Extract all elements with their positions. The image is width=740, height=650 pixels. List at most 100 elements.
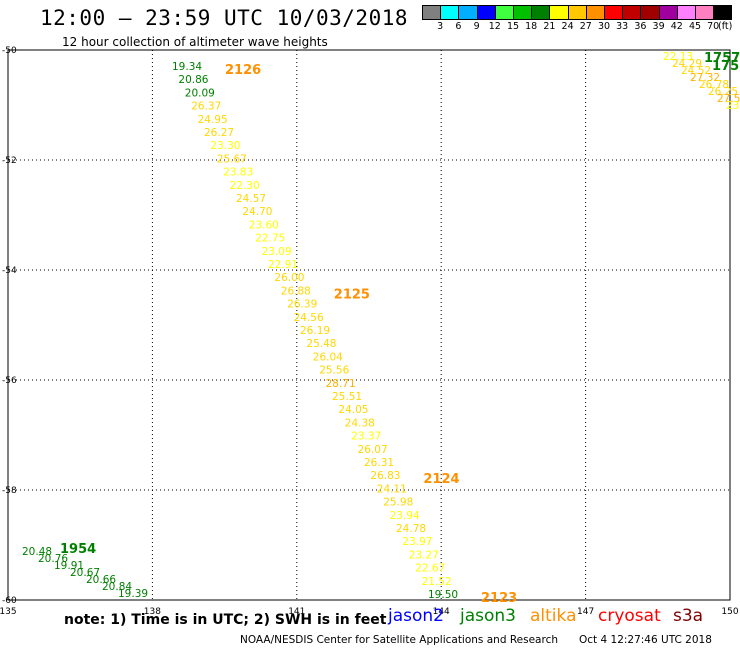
wave-height-value: 26.07: [358, 444, 388, 456]
wave-height-value: 23.60: [249, 219, 279, 231]
wave-height-value: 24.52: [681, 65, 711, 77]
color-scale-label: 27: [579, 21, 592, 32]
color-scale-label: 36: [634, 21, 647, 32]
color-scale-label: 33: [616, 21, 629, 32]
wave-height-value: 24.05: [338, 404, 368, 416]
wave-height-value: 26.00: [274, 272, 304, 284]
color-scale-label: 15: [506, 21, 520, 32]
wave-height-value: 26.88: [281, 285, 311, 297]
latitude-tick-label: -52: [2, 156, 17, 166]
wave-height-value: 23.09: [262, 246, 292, 258]
latitude-tick-label: -58: [2, 486, 17, 496]
wave-height-value: 26.25: [708, 86, 738, 98]
color-scale-label: 6: [455, 21, 462, 32]
wave-height-value: 26.39: [287, 299, 317, 311]
wave-height-value: 25.51: [332, 391, 362, 403]
wave-height-value: 26.31: [364, 457, 394, 469]
footer-note: note: 1) Time is in UTC; 2) SWH is in fe…: [64, 612, 387, 628]
wave-height-value: 20.86: [178, 74, 208, 86]
wave-height-value: 22.91: [268, 259, 298, 271]
pass-number-label: 1757: [712, 59, 740, 74]
latitude-tick-label: -60: [2, 596, 17, 606]
wave-height-value: 27.55: [717, 93, 740, 105]
wave-height-value: 26.83: [370, 470, 400, 482]
wave-height-value: 26.37: [191, 101, 221, 113]
color-scale-label: 12: [488, 21, 501, 32]
wave-height-value: 20.09: [185, 87, 215, 99]
wave-height-value: 19.91: [54, 560, 84, 572]
wave-height-value: 20.76: [38, 553, 68, 565]
color-scale-label: 70: [707, 21, 720, 32]
wave-height-value: 24.56: [294, 312, 324, 324]
satellite-label-jason2: jason2: [388, 606, 444, 626]
wave-height-value: 20.48: [22, 546, 52, 558]
pass-number-label: 1954: [60, 542, 96, 557]
pass-number-label: 2123: [481, 591, 517, 606]
wave-height-value: 25.67: [217, 153, 247, 165]
longitude-tick-label: 141: [288, 607, 305, 617]
wave-height-value: 26.78: [699, 79, 729, 91]
color-scale-swatch: [713, 5, 733, 20]
wave-height-value: 23.94: [390, 510, 420, 522]
page-title: 12:00 — 23:59 UTC 10/03/2018: [40, 6, 409, 30]
satellite-label-altika: altika: [530, 606, 577, 626]
color-scale-label: 9: [473, 21, 480, 32]
longitude-tick-label: 147: [577, 607, 594, 617]
wave-height-value: 23.30: [210, 140, 240, 152]
wave-height-value: 24.29: [672, 58, 702, 70]
wave-height-value: 24.78: [396, 523, 426, 535]
wave-height-value: 22.67: [415, 563, 445, 575]
wave-height-value: 22.13: [663, 51, 693, 63]
color-scale-label: 39: [652, 21, 665, 32]
generated-timestamp: Oct 4 12:27:46 UTC 2018: [579, 634, 712, 646]
color-scale-label: 21: [543, 21, 556, 32]
latitude-tick-label: -54: [2, 266, 17, 276]
longitude-tick-label: 144: [433, 607, 450, 617]
wave-height-value: 25.98: [383, 497, 413, 509]
wave-height-value: 23.20: [726, 100, 740, 112]
wave-height-value: 20.84: [102, 581, 132, 593]
page-subtitle: 12 hour collection of altimeter wave hei…: [62, 35, 328, 49]
wave-height-value: 22.30: [230, 180, 260, 192]
wave-height-value: 23.37: [351, 431, 381, 443]
wave-height-value: 24.11: [377, 483, 407, 495]
pass-number-label: 2124: [423, 472, 459, 487]
wave-height-value: 19.34: [172, 61, 202, 73]
longitude-tick-label: 138: [144, 607, 161, 617]
wave-height-value: 26.04: [313, 351, 343, 363]
latitude-tick-label: -56: [2, 376, 17, 386]
credit-text: NOAA/NESDIS Center for Satellite Applica…: [240, 634, 558, 646]
wave-height-value: 23.27: [409, 549, 439, 561]
color-scale-label: 45: [688, 21, 702, 32]
wave-height-value: 20.67: [70, 567, 100, 579]
wave-height-value: 28.71: [326, 378, 356, 390]
longitude-tick-label: 135: [0, 607, 17, 617]
wave-height-value: 23.83: [223, 167, 253, 179]
wave-height-value: 20.66: [86, 574, 116, 586]
wave-height-value: 23.97: [402, 536, 432, 548]
wave-height-value: 26.19: [300, 325, 330, 337]
wave-height-value: 27.32: [690, 72, 720, 84]
satellite-label-s3a: s3a: [673, 606, 704, 626]
color-scale-label: 24: [561, 21, 574, 32]
wave-height-value: 19.39: [118, 588, 148, 600]
wave-height-value: 26.27: [204, 127, 234, 139]
wave-height-value: 25.48: [306, 338, 336, 350]
longitude-tick-label: 150: [721, 607, 738, 617]
color-scale-label: 30: [597, 21, 611, 32]
wave-height-value: 22.75: [255, 233, 285, 245]
wave-height-value: 24.57: [236, 193, 266, 205]
color-scale-label: 3: [437, 21, 444, 32]
satellite-label-jason3: jason3: [460, 606, 516, 626]
wave-height-value: 25.56: [319, 365, 349, 377]
wave-height-value: 19.50: [428, 589, 458, 601]
latitude-tick-label: -50: [2, 46, 17, 56]
map-frame: [7, 49, 731, 601]
color-scale-label: 42: [670, 21, 683, 32]
color-scale-unit: (ft): [718, 21, 733, 32]
pass-number-label: 2126: [225, 63, 261, 78]
pass-number-label: 1757: [704, 51, 740, 66]
color-scale-label: 18: [525, 21, 538, 32]
wave-height-value: 24.70: [242, 206, 272, 218]
wave-height-value: 24.95: [198, 114, 228, 126]
